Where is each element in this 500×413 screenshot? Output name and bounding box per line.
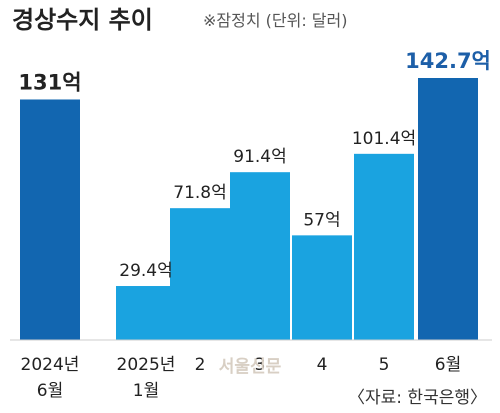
- bar-0: [20, 99, 80, 340]
- chart-title: 경상수지 추이: [12, 6, 153, 34]
- bar-3: [230, 172, 290, 340]
- value-label-3: 91.4억: [233, 147, 287, 167]
- tick-label-3: 3: [255, 355, 266, 375]
- tick-label-4: 4: [317, 355, 328, 375]
- bar-4: [292, 235, 352, 340]
- tick-label-2: 2: [195, 355, 206, 375]
- value-label-6: 142.7억: [405, 49, 491, 73]
- tick-label-5: 5: [379, 355, 390, 375]
- bars-group: [20, 78, 478, 340]
- source-note: 〈자료: 한국은행〉: [348, 388, 487, 408]
- tick-label-1-line2: 1월: [133, 381, 159, 401]
- watermark: 서울신문: [219, 357, 282, 377]
- tick-label-6: 6월: [435, 355, 461, 375]
- value-label-4: 57억: [303, 210, 340, 230]
- tick-label-0: 2024년: [21, 355, 80, 375]
- value-label-1: 29.4억: [119, 261, 173, 281]
- chart-note: ※잠정치 (단위: 달러): [203, 11, 348, 30]
- tick-labels-group: 2024년 6월 2025년 1월 2 3 4 5 6월: [21, 355, 462, 401]
- bar-5: [354, 153, 414, 340]
- value-labels-group: 131억 29.4억 71.8억 91.4억 57억 101.4억 142.7억: [18, 49, 490, 281]
- bar-1: [116, 286, 176, 340]
- value-label-5: 101.4억: [352, 129, 416, 149]
- value-label-0: 131억: [18, 70, 81, 94]
- tick-label-0-line2: 6월: [37, 381, 63, 401]
- bar-6: [418, 78, 478, 340]
- tick-label-1: 2025년: [117, 355, 176, 375]
- bar-2: [170, 208, 230, 340]
- value-label-2: 71.8억: [173, 183, 227, 203]
